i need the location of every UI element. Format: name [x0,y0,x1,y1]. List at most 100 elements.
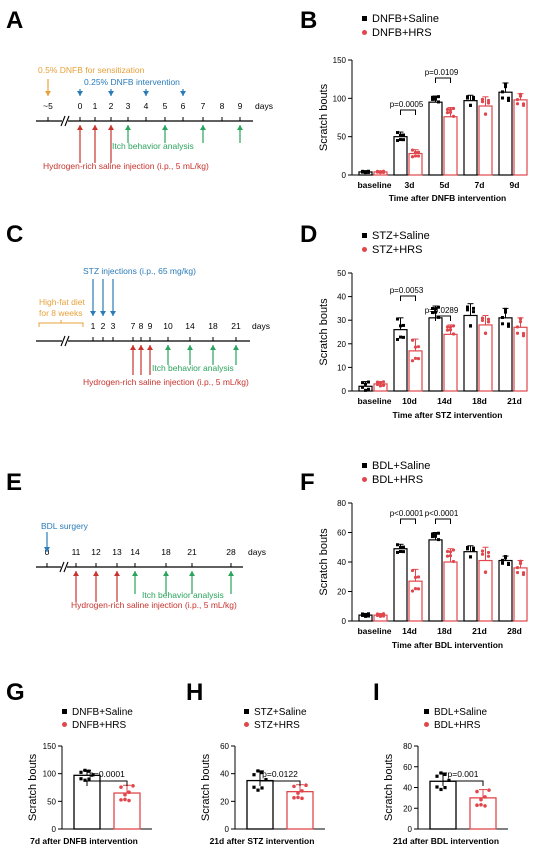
data-point [300,789,304,793]
timeline-tick-label: 8 [139,321,144,331]
data-point [402,138,405,142]
data-point [501,322,504,326]
annotation-label: Hydrogen-rich saline injection (i.p., 5 … [83,377,249,387]
timeline-tick-label: 7 [131,321,136,331]
data-point [361,612,364,616]
timeline-tick-label: 3 [111,321,116,331]
arrow-head [210,345,216,350]
data-point [501,96,504,100]
arrow-head [237,125,243,130]
y-tick-label: 50 [337,133,346,142]
data-point [416,345,421,349]
arrow-head [228,571,234,576]
data-point [448,110,453,114]
data-point [79,777,83,781]
x-tick-label: 28d [507,626,522,636]
arrow-head [77,91,83,96]
data-point [413,345,418,349]
data-point [410,338,415,342]
data-point [486,554,491,558]
data-point [410,568,415,573]
annotation-arrow [73,571,79,602]
data-point [451,332,456,336]
data-point [518,559,523,563]
chart-g: DNFB+Saline DNFB+HRS 0 50 100 150 Scratch bout… [27,707,152,846]
timeline-tick-label: 14 [185,321,195,331]
legend-marker [362,463,367,468]
panel-letter-b: B [300,7,317,34]
arrow-head [93,571,99,576]
timeline-tick-label: 14 [130,547,140,557]
data-point [521,103,526,107]
data-point [83,778,87,782]
y-axis-title: Scratch bouts [383,753,395,821]
legend-label: BDL+HRS [372,474,423,486]
data-point [364,382,367,386]
arrow-head [180,91,186,96]
data-point [448,325,453,329]
timeline-tick-label: 1 [91,321,96,331]
timeline-tick-label: 1 [93,101,98,111]
data-point [431,97,434,101]
data-point [378,170,383,175]
data-point [431,535,434,539]
data-point [87,777,91,781]
timeline-tick-label: 21 [231,321,241,331]
data-point [396,543,399,547]
data-point [434,97,437,101]
x-tick-label: 14d [437,396,452,406]
data-point [437,315,440,319]
significance-bracket [400,109,416,115]
y-tick-label: 20 [337,340,346,349]
data-point [413,356,418,360]
data-point [475,803,479,808]
significance-bracket [259,780,301,786]
timeline-annotation: Itch behavior analysis [152,345,239,373]
significance-bracket [400,295,416,301]
timeline-a: days ~5 0 1 2 3 4 5 6 7 8 9 0.5% DNFB for sensitizat… [36,65,273,171]
arrow-head [110,311,116,316]
data-point [410,359,415,363]
data-point [437,538,440,542]
y-tick-label: 20 [337,588,346,597]
x-tick-label: baseline [357,626,391,636]
bar [513,326,528,392]
significance-bracket [86,780,128,786]
data-point [445,111,450,115]
data-point [504,85,507,89]
annotation-label: 0.25% DNFB intervention [84,77,180,87]
p-value-label: p<0.0001 [390,509,424,518]
arrow-head [100,311,106,316]
timeline-annotation: 0.5% DNFB for sensitization [38,65,145,96]
bar [393,329,408,392]
timeline-axis-label: days [252,321,270,331]
data-point [256,769,260,773]
timeline-tick-label: 4 [144,101,149,111]
data-point [472,548,475,552]
bar [498,317,513,392]
annotation-arrow [92,125,98,163]
data-point [448,554,453,558]
annotation-arrow [44,532,50,552]
legend-label: DNFB+HRS [372,27,432,39]
data-point [515,566,520,570]
data-point [480,97,485,101]
data-point [402,550,405,554]
legend-label: BDL+Saline [434,707,488,718]
annotation-arrow [187,345,193,365]
data-point [515,102,520,106]
arrow-head [130,345,136,350]
y-tick-label: 40 [220,770,229,779]
timeline-tick-label: 12 [91,547,101,557]
timeline-tick-label: 2 [109,101,114,111]
data-point [416,357,421,361]
annotation-arrow [93,571,99,602]
chart-d: STZ+Saline STZ+HRS 0 10 20 30 40 50 Scratch bout… [318,230,528,420]
data-point [507,322,510,326]
data-point [416,575,421,579]
data-point [416,154,421,158]
data-point [123,797,127,802]
axis-break-mark [60,115,66,127]
arrow-head [162,125,168,130]
timeline-tick-label: 8 [220,101,225,111]
